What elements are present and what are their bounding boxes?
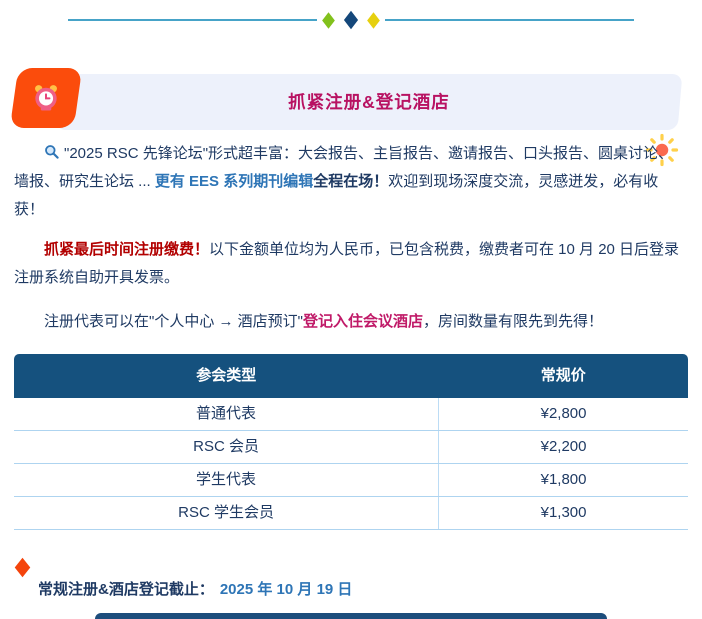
deadline-section: 常规注册&酒店登记截止： 2025 年 10 月 19 日 bbox=[0, 556, 702, 599]
price-value: ¥1,300 bbox=[438, 496, 688, 530]
paragraph-hotel-booking: 注册代表可以在"个人中心 → 酒店预订"登记入住会议酒店，房间数量有限先到先得！ bbox=[14, 308, 688, 336]
sun-icon bbox=[645, 133, 679, 167]
alarm-clock-icon bbox=[35, 85, 57, 111]
price-value: ¥1,800 bbox=[438, 463, 688, 497]
deadline-date: 2025 年 10 月 19 日 bbox=[219, 581, 353, 598]
section-title: 抓紧注册&登记酒店 bbox=[288, 92, 450, 112]
paragraph-payment-notice: 抓紧最后时间注册缴费！以下金额单位均为人民币，已包含税费，缴费者可在 10 月 … bbox=[14, 236, 688, 292]
paragraph-forum-intro: "2025 RSC 先锋论坛"形式超丰富：大会报告、主旨报告、邀请报告、口头报告… bbox=[14, 140, 688, 224]
next-section-bar-cutoff bbox=[95, 613, 607, 619]
table-row: RSC 会员 ¥2,200 bbox=[14, 430, 688, 464]
p3-text-2: ，房间数量有限先到先得！ bbox=[423, 313, 604, 330]
table-row: 学生代表 ¥1,800 bbox=[14, 463, 688, 497]
table-row: RSC 学生会员 ¥1,300 bbox=[14, 496, 688, 530]
alarm-clock-badge bbox=[9, 68, 83, 128]
search-icon bbox=[45, 145, 59, 159]
price-table: 参会类型 常规价 普通代表 ¥2,800 RSC 会员 ¥2,200 学生代表 … bbox=[14, 354, 688, 530]
article-body: "2025 RSC 先锋论坛"形式超丰富：大会报告、主旨报告、邀请报告、口头报告… bbox=[14, 140, 688, 530]
table-header-row: 参会类型 常规价 bbox=[14, 354, 688, 398]
p3-text: 注册代表可以在"个人中心 → 酒店预订" bbox=[44, 313, 303, 330]
price-value: ¥2,200 bbox=[438, 430, 688, 464]
p1-text: "2025 RSC 先锋论坛"形式超丰富：大会报告、主旨报告、邀请报告、口头报告… bbox=[14, 145, 674, 190]
column-header-type: 参会类型 bbox=[14, 354, 439, 398]
attendee-type: 学生代表 bbox=[14, 463, 439, 497]
divider-diamonds bbox=[317, 9, 385, 31]
diamond-navy-icon bbox=[343, 10, 359, 30]
p1-highlight-navy: 全程在场！ bbox=[313, 173, 389, 190]
section-header: 抓紧注册&登记酒店 bbox=[0, 68, 702, 167]
deadline-line: 常规注册&酒店登记截止： 2025 年 10 月 19 日 bbox=[0, 556, 702, 599]
attendee-type: RSC 学生会员 bbox=[14, 496, 439, 530]
diamond-green-icon bbox=[322, 11, 335, 29]
diamond-yellow-icon bbox=[367, 11, 380, 29]
p1-text-2: 欢迎到现场深度交流，灵感迸发，必有收获！ bbox=[14, 173, 659, 218]
p2-highlight-red: 抓紧最后时间注册缴费！ bbox=[44, 241, 210, 258]
header-card: 抓紧注册&登记酒店 bbox=[55, 74, 683, 130]
p3-highlight-pink: 登记入住会议酒店 bbox=[303, 313, 424, 330]
p2-text: 以下金额单位均为人民币，已包含税费，缴费者可在 10 月 20 日后登录注册系统… bbox=[14, 241, 680, 286]
price-value: ¥2,800 bbox=[438, 398, 688, 431]
table-row: 普通代表 ¥2,800 bbox=[14, 398, 688, 431]
attendee-type: 普通代表 bbox=[14, 398, 439, 431]
p1-highlight-blue: 更有 EES 系列期刊编辑 bbox=[154, 173, 314, 190]
column-header-price: 常规价 bbox=[438, 354, 688, 398]
deadline-label: 常规注册&酒店登记截止： bbox=[38, 581, 214, 598]
attendee-type: RSC 会员 bbox=[14, 430, 439, 464]
